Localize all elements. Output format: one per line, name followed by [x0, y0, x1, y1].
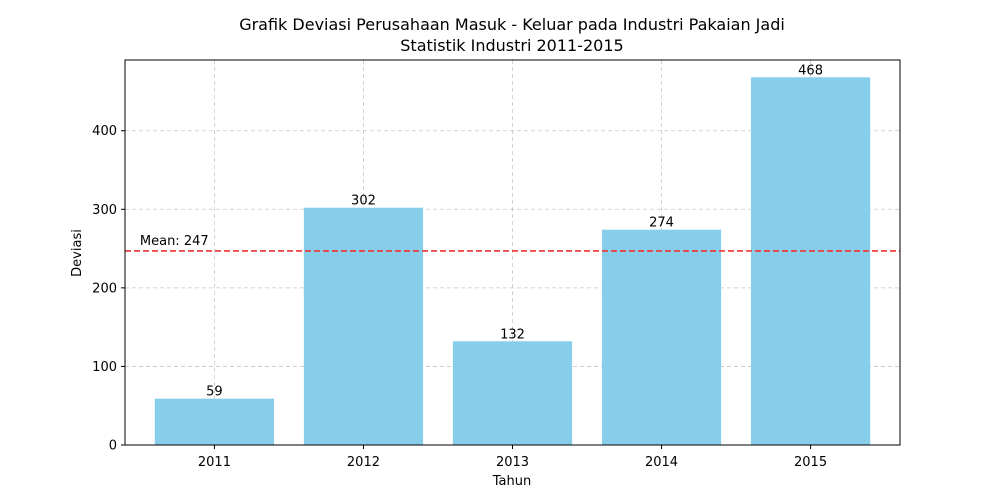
data-labels: 59 302 132 274 468 [206, 63, 823, 399]
bar-value-label: 132 [500, 327, 525, 342]
x-tick-label: 2012 [347, 455, 380, 470]
mean-label: Mean: 247 [140, 234, 209, 249]
bar [303, 207, 424, 445]
x-axis-label: Tahun [492, 474, 531, 489]
bar [154, 398, 275, 445]
y-tick-label: 300 [92, 203, 117, 218]
bar [452, 341, 573, 445]
x-axis-ticks: 2011 2012 2013 2014 2015 [198, 445, 827, 470]
bar [750, 77, 871, 446]
y-tick-label: 100 [92, 360, 117, 375]
bars [154, 77, 871, 446]
x-tick-label: 2014 [645, 455, 678, 470]
y-tick-label: 0 [109, 439, 117, 454]
chart-title: Grafik Deviasi Perusahaan Masuk - Keluar… [239, 15, 785, 34]
chart-subtitle: Statistik Industri 2011-2015 [400, 36, 623, 55]
x-tick-label: 2015 [794, 455, 827, 470]
bar-value-label: 468 [798, 63, 823, 78]
x-tick-label: 2011 [198, 455, 231, 470]
bar-value-label: 274 [649, 216, 674, 231]
y-tick-label: 200 [92, 281, 117, 296]
y-axis-ticks: 0 100 200 300 400 [92, 124, 125, 454]
y-tick-label: 400 [92, 124, 117, 139]
y-axis-label: Deviasi [70, 229, 85, 277]
mean-group: Mean: 247 [125, 234, 900, 252]
bar-value-label: 302 [351, 194, 376, 209]
bar-value-label: 59 [206, 385, 223, 400]
x-tick-label: 2013 [496, 455, 529, 470]
bar [601, 229, 722, 445]
